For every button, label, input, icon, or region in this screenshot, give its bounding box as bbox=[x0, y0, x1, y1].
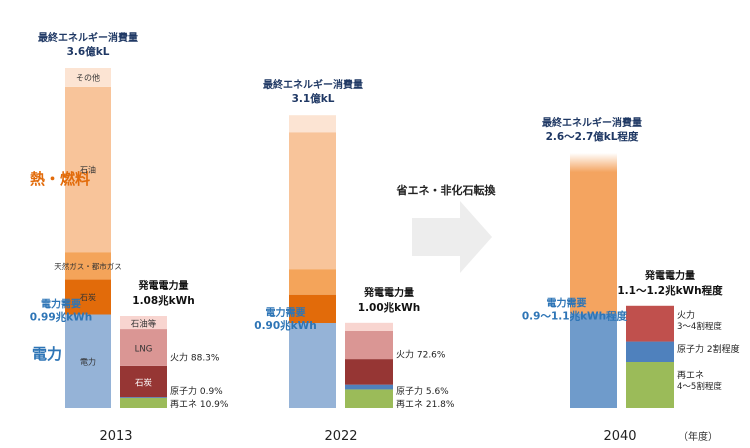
gen-annotation-2013-2: 再エネ 10.9% bbox=[170, 399, 229, 410]
gen-annotation-2040-2: 再エネ bbox=[677, 370, 704, 381]
gen-annotation-2013-0: 火力 88.3% bbox=[170, 352, 220, 364]
gen-segment-2022-4 bbox=[345, 322, 393, 331]
final-consumption-label-2022: 最終エネルギー消費量 bbox=[263, 78, 363, 91]
power-label: 電力 bbox=[32, 345, 62, 363]
gen-annotation-2040-0: 火力 bbox=[677, 309, 695, 321]
gen-segment-2013-0 bbox=[120, 397, 167, 408]
final-consumption-value-2040: 2.6〜2.7億kL程度 bbox=[546, 130, 639, 143]
demand-label-2022: 電力需要 bbox=[266, 306, 306, 319]
generation-label-2040: 発電電力量 bbox=[644, 269, 695, 282]
demand-label-2013: 電力需要 bbox=[41, 298, 81, 311]
fiscal-year-unit-label: （年度） bbox=[678, 430, 718, 443]
bar-segment-label-2013-2: 天然ガス・都市ガス bbox=[54, 261, 122, 271]
gen-annotation-2022-2: 再エネ 21.8% bbox=[396, 399, 455, 410]
bar-segment-2022-2 bbox=[289, 269, 336, 295]
generation-value-2022: 1.00兆kWh bbox=[358, 301, 420, 314]
generation-label-2022: 発電電力量 bbox=[363, 286, 414, 299]
gen-segment-2040-2 bbox=[626, 305, 674, 342]
gen-segment-2022-2 bbox=[345, 359, 393, 385]
bar-segment-2022-0 bbox=[289, 323, 336, 408]
bar-segment-2022-4 bbox=[289, 115, 336, 133]
generation-label-2013: 発電電力量 bbox=[138, 279, 189, 292]
generation-value-2013: 1.08兆kWh bbox=[132, 294, 194, 307]
gen-segment-2022-3 bbox=[345, 330, 393, 360]
gen-segment-label-2013-4: 石油等 bbox=[131, 319, 157, 330]
bar-segment-label-2013-0: 電力 bbox=[80, 356, 96, 366]
transition-arrow-label: 省エネ・非化石転換 bbox=[396, 183, 497, 197]
transition-arrow bbox=[412, 201, 492, 273]
bar-segment-2013-0 bbox=[65, 314, 111, 408]
gen-annotation-2022-0: 火力 72.6% bbox=[396, 349, 446, 361]
bar-segment-2013-2 bbox=[65, 252, 111, 280]
demand-label-2040: 電力需要 bbox=[547, 297, 587, 310]
year-label-2040: 2040 bbox=[603, 429, 636, 444]
bar-segment-label-2013-3: 石油 bbox=[80, 165, 96, 175]
heat-fuel-label: 熱・燃料 bbox=[30, 170, 90, 188]
gen-annotation-2013-1: 原子力 0.9% bbox=[170, 385, 223, 397]
generation-value-2040: 1.1〜1.2兆kWh程度 bbox=[617, 284, 723, 297]
gen-segment-2022-0 bbox=[345, 389, 393, 408]
gen-segment-label-2013-3: LNG bbox=[135, 344, 153, 354]
bar-segment-label-2013-4: その他 bbox=[76, 72, 100, 82]
gen-segment-2013-3 bbox=[120, 329, 167, 366]
gen-annotation-sub-2040-2: 4〜5割程度 bbox=[677, 381, 722, 392]
final-consumption-value-2022: 3.1億kL bbox=[292, 92, 335, 105]
demand-value-2040: 0.9〜1.1兆kWh程度 bbox=[522, 310, 628, 323]
gen-annotation-2022-1: 原子力 5.6% bbox=[396, 385, 449, 397]
gen-annotation-2040-1: 原子力 2割程度 bbox=[677, 343, 740, 355]
bar-segment-2013-4 bbox=[65, 68, 111, 87]
bar-segment-2013-1 bbox=[65, 279, 111, 315]
demand-value-2022: 0.90兆kWh bbox=[254, 319, 316, 332]
year-label-2022: 2022 bbox=[324, 429, 357, 444]
year-label-2013: 2013 bbox=[99, 429, 132, 444]
bar-segment-label-2013-1: 石炭 bbox=[80, 293, 96, 302]
gen-segment-2013-1 bbox=[120, 397, 167, 398]
gen-segment-2022-1 bbox=[345, 384, 393, 390]
bar-segment-2013-3 bbox=[65, 86, 111, 253]
gen-segment-2013-2 bbox=[120, 365, 167, 398]
bar-segment-2022-3 bbox=[289, 132, 336, 270]
gen-segment-2013-4 bbox=[120, 316, 167, 330]
final-consumption-label-2040: 最終エネルギー消費量 bbox=[542, 116, 642, 129]
gen-segment-label-2013-2: 石炭 bbox=[135, 379, 153, 389]
final-consumption-value-2013: 3.6億kL bbox=[67, 45, 110, 58]
gen-annotation-sub-2040-0: 3〜4割程度 bbox=[677, 321, 722, 332]
gen-segment-2040-0 bbox=[626, 362, 674, 408]
final-consumption-label-2013: 最終エネルギー消費量 bbox=[38, 31, 138, 44]
gen-segment-2040-1 bbox=[626, 341, 674, 362]
bar-segment-2040-0 bbox=[570, 313, 617, 408]
bar-segment-2022-1 bbox=[289, 294, 336, 323]
demand-value-2013: 0.99兆kWh bbox=[30, 311, 92, 324]
bar-segment-2040-1 bbox=[570, 153, 617, 314]
